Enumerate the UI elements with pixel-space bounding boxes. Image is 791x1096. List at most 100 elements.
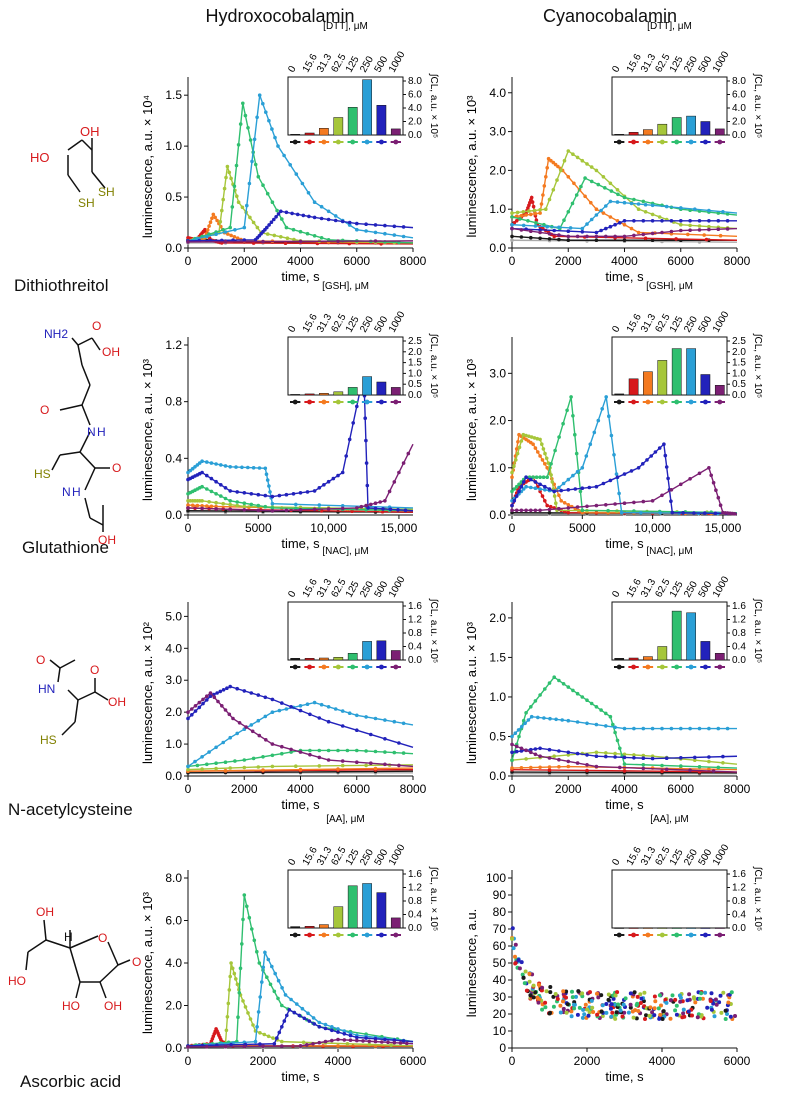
series-point-blue [336,473,340,478]
series-point-yellowgreen [225,1015,230,1019]
series-point-blue [713,511,718,516]
series-point-purple [383,762,387,767]
series-point-red [660,769,664,774]
series-point-blue [274,215,278,219]
series-point-green [228,499,232,503]
series-point-purple [641,499,646,504]
inset-bar [376,892,387,929]
series-point-blue [197,705,202,710]
series-point-purple [270,742,275,746]
series-point-green [241,101,245,106]
series-point-blue [331,476,336,481]
series-point-teal [273,135,277,140]
series-point-blue [279,209,283,214]
series-point-blue [326,217,331,222]
x-tick-label: 0 [509,782,516,796]
series-point-blue [258,1042,262,1046]
x-tick-label: 0 [185,1054,192,1068]
series-point-blue [622,219,627,223]
series-point-orange [538,454,542,458]
scatter-point [644,1013,648,1018]
scatter-point [668,1016,673,1021]
series-point-green [223,760,228,764]
inset-legend-marker [717,399,723,405]
series-point-yellowgreen [251,1023,255,1027]
series-point-purple [197,700,202,705]
series-point-teal [636,202,641,206]
series-point-yellowgreen [575,155,580,160]
series-point-purple [714,488,718,493]
inset-legend-marker [688,399,694,405]
series-point-blue [510,750,514,755]
series-point-yellowgreen [230,966,235,971]
series-point-orange [516,440,520,444]
scatter-point [632,990,637,995]
series-point-purple [223,239,228,244]
series-point-blue [629,469,634,473]
series-point-green [251,756,256,761]
series-point-orange [186,503,190,507]
series-point-teal [246,465,250,470]
y-tick-label: 2.0 [489,163,506,177]
series-point-teal [725,726,730,731]
series-point-yellowgreen [544,207,548,211]
series-point-purple [373,1039,378,1044]
series-point-yellowgreen [657,215,662,219]
series-point-black [519,235,524,239]
series-point-blue [669,219,674,223]
scatter-point [561,1006,566,1011]
inset-category-label: 0 [286,324,299,335]
series-point-yellowgreen [515,451,520,456]
series-point-purple [355,760,359,764]
series-point-teal [277,708,282,713]
series-point-teal [617,491,621,496]
series-point-blue [308,712,312,717]
series-point-purple [261,1044,265,1048]
series-point-orange [336,767,340,771]
series-point-purple [709,473,713,478]
inset-legend-marker [350,139,356,145]
series-point-green [230,205,235,209]
series-point-yellowgreen [227,988,232,992]
inset-legend-marker [631,139,636,145]
series-point-purple [519,228,524,232]
series-point-blue [330,1028,334,1033]
series-point-yellowgreen [540,442,544,447]
inset-y-tick-label: 1.0 [732,368,746,379]
series-point-green [543,687,547,691]
scatter-point [564,995,568,1000]
inset-category-label: 500 [373,54,391,74]
series-point-blue [663,453,668,458]
scatter-point [570,995,575,1000]
inset-legend-marker [616,664,622,670]
series-point-green [263,504,268,509]
scatter-point [606,992,611,997]
inset-legend-marker [335,399,341,405]
series-point-orange [229,233,233,238]
inset-bar [290,658,301,661]
series-point-blue [632,756,636,760]
inset-bar [390,387,401,396]
series-point-blue [364,461,369,465]
series-point-blue [707,755,711,759]
scatter-point [540,985,545,990]
series-point-yellowgreen [186,767,190,772]
series-point-teal [622,200,627,205]
inset-category-label: 500 [373,847,391,867]
series-point-green [247,915,252,920]
series-point-blue [263,493,268,498]
series-point-purple [323,1039,328,1044]
scatter-point [510,936,514,941]
inset-title: [GSH], μM [322,281,369,292]
series-point-yellowgreen [224,1028,229,1033]
series-point-teal [660,726,664,731]
series-point-red [585,768,589,773]
series-point-blue [290,211,294,216]
series-point-blue [312,1022,317,1026]
series-point-orange [594,207,599,211]
series-point-teal [355,713,359,718]
series-point-teal [510,734,514,739]
series-point-teal [529,485,533,490]
series-point-yellowgreen [294,764,298,768]
inset-legend-marker [688,139,694,145]
